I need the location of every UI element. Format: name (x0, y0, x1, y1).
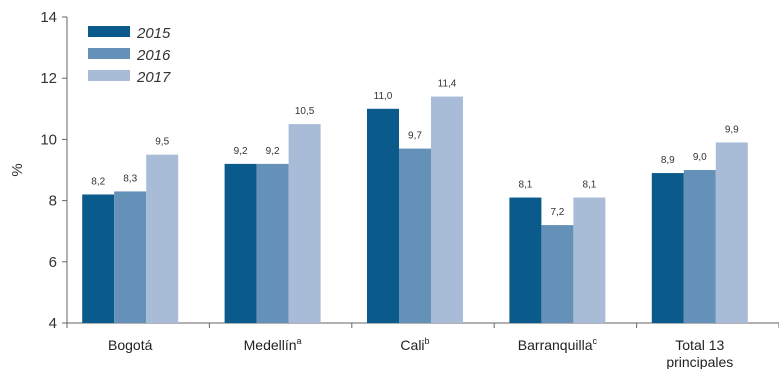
y-tick-label: 4 (49, 315, 57, 332)
data-labels: 8,2 8,3 9,5 9,2 9,2 10,5 11,0 9,7 11,4 8,1 7,2 8,1 8… (91, 79, 739, 219)
bar-2017-0 (146, 154, 179, 323)
category-label: Bogotá (108, 337, 153, 353)
category-label: Barranquillac (518, 336, 598, 353)
bar-2017-1 (288, 124, 321, 323)
data-label: 11,4 (438, 79, 457, 90)
bar-2015-0 (82, 194, 115, 323)
data-label: 11,0 (374, 91, 393, 102)
bar-2016-1 (256, 163, 289, 323)
category-label: Medellína (244, 336, 302, 353)
bar-2016-0 (114, 191, 147, 323)
bar-2015-1 (224, 163, 257, 323)
data-label: 9,7 (408, 131, 422, 142)
bar-2016-4 (683, 170, 716, 323)
data-label: 9,5 (155, 137, 169, 148)
bar-2017-3 (573, 197, 606, 323)
legend-swatch-2017 (88, 70, 130, 81)
y-tick-label: 12 (40, 70, 57, 87)
axes: 4 6 8 10 12 14 (40, 9, 779, 332)
category-label-line2: principales (666, 354, 733, 369)
data-label: 8,1 (518, 180, 532, 191)
data-label: 9,9 (725, 124, 739, 135)
bar-2017-4 (715, 142, 748, 323)
y-tick-label: 8 (49, 193, 57, 210)
data-label: 7,2 (550, 207, 564, 218)
bar-2015-2 (367, 108, 399, 323)
legend-swatch-2016 (88, 48, 130, 59)
legend-label: 2016 (136, 47, 171, 64)
data-label: 9,2 (266, 146, 280, 157)
category-labels: Bogotá Medellína Calib Barranquillac Total 1… (108, 336, 733, 369)
data-label: 9,2 (234, 146, 248, 157)
legend-swatch-2015 (88, 26, 130, 37)
bar-2017-2 (431, 96, 463, 323)
legend-label: 2017 (136, 69, 171, 86)
bar-2016-3 (541, 225, 574, 323)
y-tick-label: 6 (49, 254, 57, 271)
legend: 2015 2016 2017 (88, 25, 171, 86)
data-label: 8,3 (123, 173, 137, 184)
data-label: 8,9 (661, 155, 675, 166)
category-label: Calib (400, 336, 429, 353)
data-label: 9,0 (693, 152, 707, 163)
data-label: 8,2 (91, 176, 105, 187)
bars (82, 96, 748, 323)
category-label: Total 13 (675, 337, 724, 353)
y-tick-label: 14 (40, 9, 57, 26)
legend-label: 2015 (136, 25, 171, 42)
bar-2015-4 (651, 173, 684, 323)
bar-2015-3 (509, 197, 542, 323)
bar-2016-2 (399, 148, 431, 323)
y-tick-label: 10 (40, 131, 57, 148)
y-axis-title: % (9, 163, 26, 176)
data-label: 10,5 (295, 106, 315, 117)
data-label: 8,1 (582, 180, 596, 191)
